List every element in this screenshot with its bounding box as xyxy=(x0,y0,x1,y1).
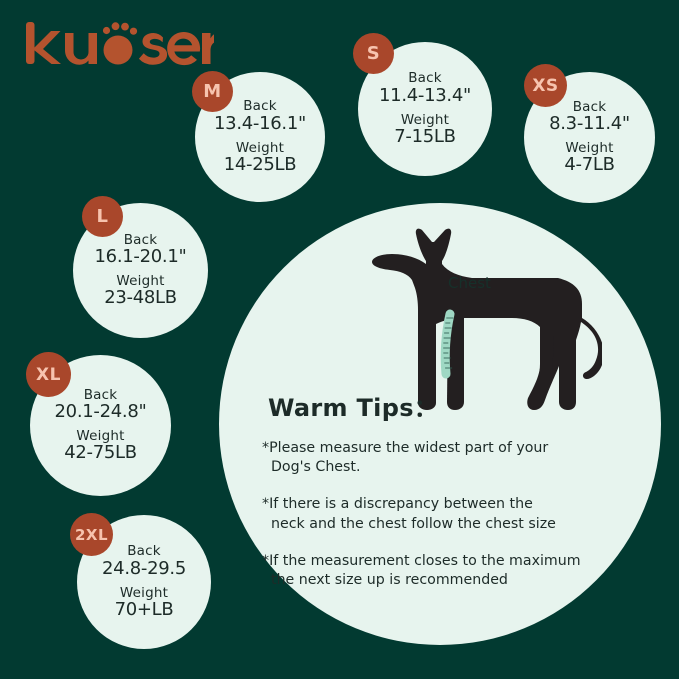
measuring-tape-icon xyxy=(440,309,455,379)
size-badge-xs: XS xyxy=(524,64,567,107)
back-label: Back xyxy=(123,231,158,248)
back-value: 16.1-20.1" xyxy=(94,246,187,268)
back-value: 20.1-24.8" xyxy=(54,401,147,423)
weight-value: 42-75LB xyxy=(64,442,137,464)
back-value: 24.8-29.5 xyxy=(102,557,186,579)
warm-tips-block: Warm Tips： *Please measure the widest pa… xyxy=(262,388,614,590)
weight-value: 70+LB xyxy=(114,598,174,620)
warm-tips-title: Warm Tips： xyxy=(268,394,439,422)
weight-value: 23-48LB xyxy=(104,287,177,309)
size-badge-l: L xyxy=(82,196,123,237)
warm-tip-3: *If the measurement closes to the maximu… xyxy=(262,552,581,588)
back-label: Back xyxy=(408,70,442,87)
weight-label: Weight xyxy=(76,428,125,444)
size-badge-m-label: M xyxy=(203,81,222,102)
back-value: 8.3-11.4" xyxy=(549,113,630,135)
back-label: Back xyxy=(243,98,277,115)
weight-label: Weight xyxy=(565,140,614,156)
dog-silhouette-illustration xyxy=(352,228,602,418)
weight-label: Weight xyxy=(119,584,169,601)
size-badge-2xl: 2XL xyxy=(70,513,113,556)
back-value: 11.4-13.4" xyxy=(379,84,471,106)
weight-value: 4-7LB xyxy=(564,154,615,176)
size-bubble-xl: Back 20.1-24.8" Weight 42-75LB xyxy=(30,355,171,496)
warm-tip-1: *Please measure the widest part of your … xyxy=(262,440,549,476)
weight-value: 7-15LB xyxy=(394,125,456,147)
weight-label: Weight xyxy=(116,273,165,289)
chest-label: Chest xyxy=(448,274,491,292)
weight-value: 14-25LB xyxy=(223,153,297,175)
kuoser-logo xyxy=(24,22,214,74)
size-badge-xs-label: XS xyxy=(532,75,559,96)
weight-label: Weight xyxy=(235,139,285,156)
size-bubble-xs: Back 8.3-11.4" Weight 4-7LB xyxy=(524,72,655,203)
back-label: Back xyxy=(127,543,161,560)
warm-tip-2: *If there is a discrepancy between the n… xyxy=(262,496,556,532)
weight-label: Weight xyxy=(400,111,450,128)
back-label: Back xyxy=(572,98,607,115)
size-badge-l-label: L xyxy=(96,206,109,227)
size-badge-s-label: S xyxy=(366,43,381,64)
size-badge-m: M xyxy=(192,71,233,112)
back-value: 13.4-16.1" xyxy=(214,112,306,134)
size-badge-xl: XL xyxy=(26,352,71,397)
back-label: Back xyxy=(83,386,118,403)
size-badge-xl-label: XL xyxy=(36,364,61,385)
size-badge-2xl-label: 2XL xyxy=(74,525,109,544)
size-badge-s: S xyxy=(353,33,394,74)
